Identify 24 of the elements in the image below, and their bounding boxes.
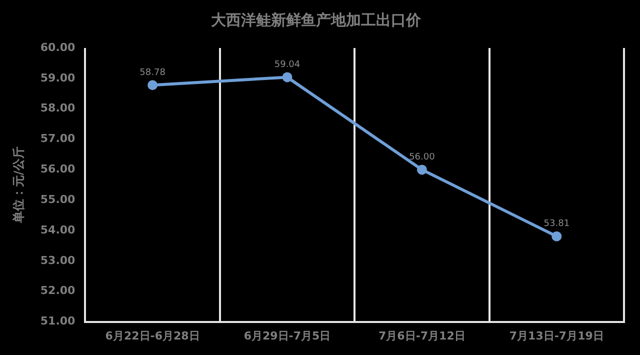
x-tick-label: 7月6日-7月12日 [378, 329, 466, 342]
x-tick-label: 6月29日-7月5日 [244, 329, 331, 342]
y-tick-label: 52.00 [40, 284, 76, 298]
point [282, 72, 292, 82]
point [148, 80, 158, 90]
y-tick-label: 51.00 [40, 314, 76, 328]
x-tick-label: 7月13日-7月19日 [509, 329, 604, 342]
text: 59.04 [274, 60, 300, 70]
text: 56.00 [409, 152, 435, 163]
text: 53.81 [544, 219, 570, 230]
point [552, 231, 562, 242]
chart-title: 大西洋鲑新鲜鱼产地加工出口价 [211, 10, 422, 29]
point [416, 164, 427, 175]
y-tick-label: 57.00 [40, 132, 76, 146]
y-tick-label: 58.00 [40, 102, 76, 115]
y-tick-label: 53.00 [40, 254, 76, 267]
y-axis-title: 单位：元/公斤 [11, 146, 26, 224]
y-tick-label: 56.00 [40, 162, 76, 176]
y-tick-label: 60.00 [40, 40, 76, 54]
x-tick-label: 6月22日-6月28日 [105, 329, 200, 342]
y-tick-label: 55.00 [40, 192, 76, 206]
y-tick-label: 54.00 [40, 223, 76, 236]
y-tick-label: 59.00 [40, 71, 76, 84]
text: 58.78 [140, 68, 166, 78]
